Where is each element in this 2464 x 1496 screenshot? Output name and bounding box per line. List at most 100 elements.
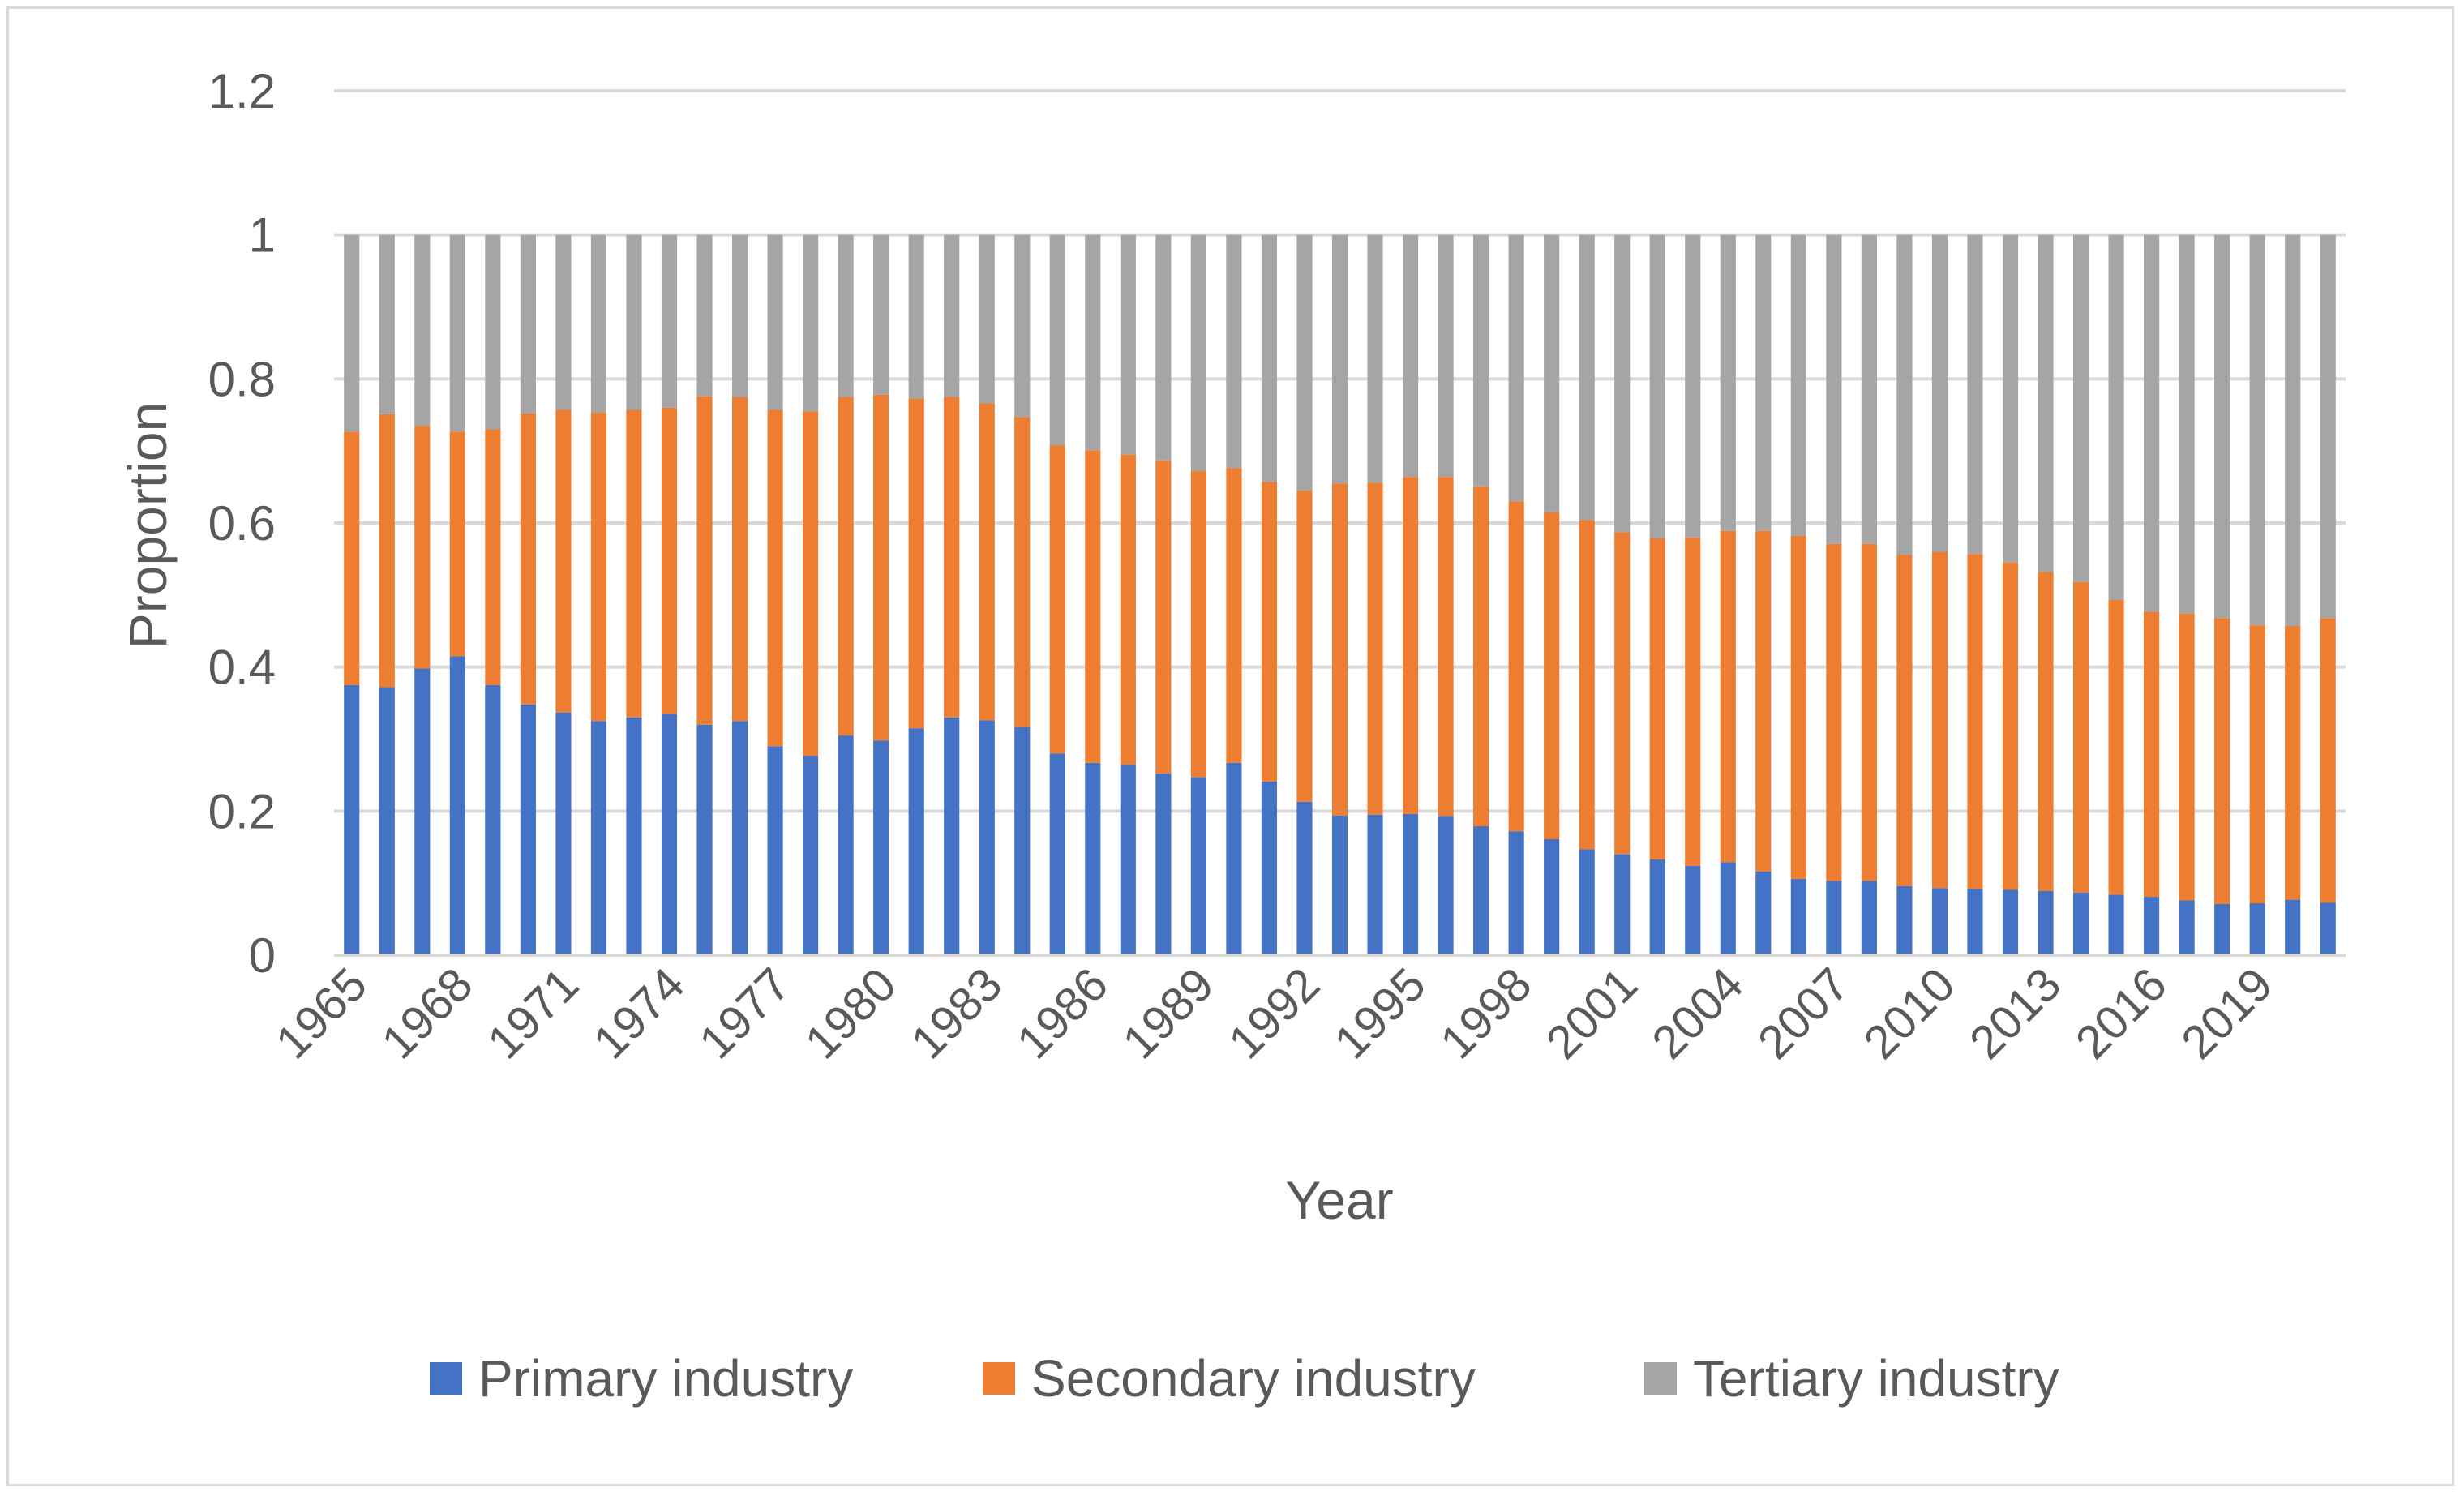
bar-primary-industry-2007 — [1826, 881, 1842, 955]
bar-primary-industry-1992 — [1296, 801, 1313, 955]
bar-tertiary-industry-1975 — [696, 234, 713, 397]
bar-secondary-industry-1991 — [1261, 482, 1278, 782]
bar-primary-industry-1966 — [379, 687, 395, 955]
bar-secondary-industry-2002 — [1649, 538, 1665, 859]
y-tick-label: 0 — [249, 928, 276, 983]
bar-secondary-industry-1971 — [555, 409, 572, 713]
bar-secondary-industry-1994 — [1367, 482, 1383, 815]
bar-tertiary-industry-2020 — [2285, 234, 2301, 627]
bar-secondary-industry-2017 — [2179, 613, 2195, 901]
bar-primary-industry-2012 — [2002, 889, 2019, 955]
bar-secondary-industry-1967 — [414, 426, 431, 669]
bar-primary-industry-1979 — [838, 735, 854, 955]
bar-primary-industry-2013 — [2038, 890, 2054, 955]
y-tick-label: 0.6 — [208, 496, 276, 551]
x-tick-label: 2010 — [1853, 958, 1965, 1069]
x-tick-label: 1971 — [478, 958, 589, 1069]
bar-secondary-industry-1981 — [908, 398, 924, 729]
bar-tertiary-industry-1972 — [590, 234, 607, 414]
bar-primary-industry-2005 — [1755, 871, 1772, 955]
bar-secondary-industry-1977 — [767, 409, 783, 747]
bar-secondary-industry-1974 — [661, 407, 678, 714]
bar-primary-industry-1973 — [626, 717, 642, 955]
bar-secondary-industry-1979 — [838, 397, 854, 736]
x-tick-label: 2001 — [1536, 958, 1648, 1069]
bar-primary-industry-1972 — [590, 721, 607, 955]
bar-primary-industry-1981 — [908, 728, 924, 955]
x-axis-ticks: 1965196819711974197719801983198619891992… — [266, 958, 2283, 1069]
bar-primary-industry-1983 — [979, 720, 995, 955]
bar-tertiary-industry-1986 — [1085, 234, 1101, 451]
bar-tertiary-industry-1988 — [1155, 234, 1172, 461]
bar-tertiary-industry-2021 — [2320, 234, 2336, 619]
bar-primary-industry-2002 — [1649, 859, 1665, 955]
bar-secondary-industry-2001 — [1614, 532, 1631, 855]
bar-secondary-industry-2010 — [1931, 551, 1948, 889]
bar-secondary-industry-1983 — [979, 403, 995, 721]
bar-primary-industry-1970 — [520, 704, 536, 955]
bar-tertiary-industry-2012 — [2002, 234, 2019, 563]
bar-secondary-industry-2009 — [1896, 555, 1913, 886]
bar-secondary-industry-1970 — [520, 413, 536, 705]
bar-primary-industry-1991 — [1261, 781, 1278, 955]
bar-secondary-industry-1972 — [590, 413, 607, 722]
bar-tertiary-industry-2001 — [1614, 234, 1631, 533]
x-tick-label: 1998 — [1430, 958, 1541, 1069]
bar-secondary-industry-1996 — [1438, 477, 1454, 817]
bar-secondary-industry-2013 — [2038, 572, 2054, 891]
bar-primary-industry-1984 — [1014, 727, 1031, 955]
bar-primary-industry-1988 — [1155, 774, 1172, 955]
bar-tertiary-industry-2018 — [2214, 234, 2230, 619]
bar-secondary-industry-1980 — [873, 394, 889, 741]
bar-primary-industry-1986 — [1085, 762, 1101, 955]
bar-secondary-industry-1965 — [344, 431, 360, 685]
bar-secondary-industry-2016 — [2144, 611, 2160, 898]
bar-secondary-industry-1982 — [944, 397, 960, 718]
bar-primary-industry-2009 — [1896, 885, 1913, 955]
x-tick-label: 1989 — [1112, 958, 1223, 1069]
x-tick-label: 1995 — [1325, 958, 1436, 1069]
bar-secondary-industry-2000 — [1579, 520, 1595, 850]
bar-primary-industry-2017 — [2179, 900, 2195, 955]
bar-primary-industry-1998 — [1508, 831, 1524, 955]
bar-primary-industry-1968 — [449, 656, 465, 955]
bar-tertiary-industry-1977 — [767, 234, 783, 410]
bar-secondary-industry-1993 — [1331, 483, 1348, 816]
bar-tertiary-industry-2014 — [2072, 234, 2089, 582]
legend-label: Primary industry — [478, 1349, 853, 1408]
legend-swatch-primary-industry — [430, 1362, 462, 1395]
bar-secondary-industry-1995 — [1402, 477, 1419, 814]
bar-primary-industry-1975 — [696, 724, 713, 955]
bar-secondary-industry-2005 — [1755, 530, 1772, 872]
bar-primary-industry-2019 — [2249, 903, 2265, 955]
bar-tertiary-industry-1996 — [1438, 234, 1454, 478]
bar-tertiary-industry-1990 — [1226, 234, 1242, 469]
bar-secondary-industry-1966 — [379, 414, 395, 688]
bar-primary-industry-2011 — [1967, 889, 1983, 955]
bar-secondary-industry-1969 — [485, 429, 501, 685]
bar-tertiary-industry-1985 — [1049, 234, 1065, 446]
bar-tertiary-industry-2017 — [2179, 234, 2195, 614]
x-tick-label: 2019 — [2171, 958, 2282, 1069]
bar-primary-industry-1990 — [1226, 762, 1242, 955]
bar-primary-industry-2015 — [2108, 894, 2124, 955]
legend-swatch-tertiary-industry — [1644, 1362, 1677, 1395]
bar-tertiary-industry-1983 — [979, 234, 995, 404]
bar-primary-industry-2020 — [2285, 899, 2301, 955]
bar-secondary-industry-1985 — [1049, 445, 1065, 754]
x-tick-label: 1968 — [371, 958, 482, 1069]
bar-tertiary-industry-1989 — [1190, 234, 1206, 472]
x-tick-label: 2004 — [1642, 958, 1753, 1069]
bar-tertiary-industry-1979 — [838, 234, 854, 397]
bar-secondary-industry-2021 — [2320, 618, 2336, 903]
bar-tertiary-industry-1969 — [485, 234, 501, 430]
bar-tertiary-industry-1992 — [1296, 234, 1313, 491]
bar-secondary-industry-1976 — [731, 397, 748, 722]
bar-tertiary-industry-1970 — [520, 234, 536, 414]
bar-primary-industry-1999 — [1544, 838, 1560, 955]
bar-primary-industry-2004 — [1720, 862, 1736, 955]
bar-tertiary-industry-2011 — [1967, 234, 1983, 555]
bar-tertiary-industry-1982 — [944, 234, 960, 397]
bar-tertiary-industry-2002 — [1649, 234, 1665, 538]
